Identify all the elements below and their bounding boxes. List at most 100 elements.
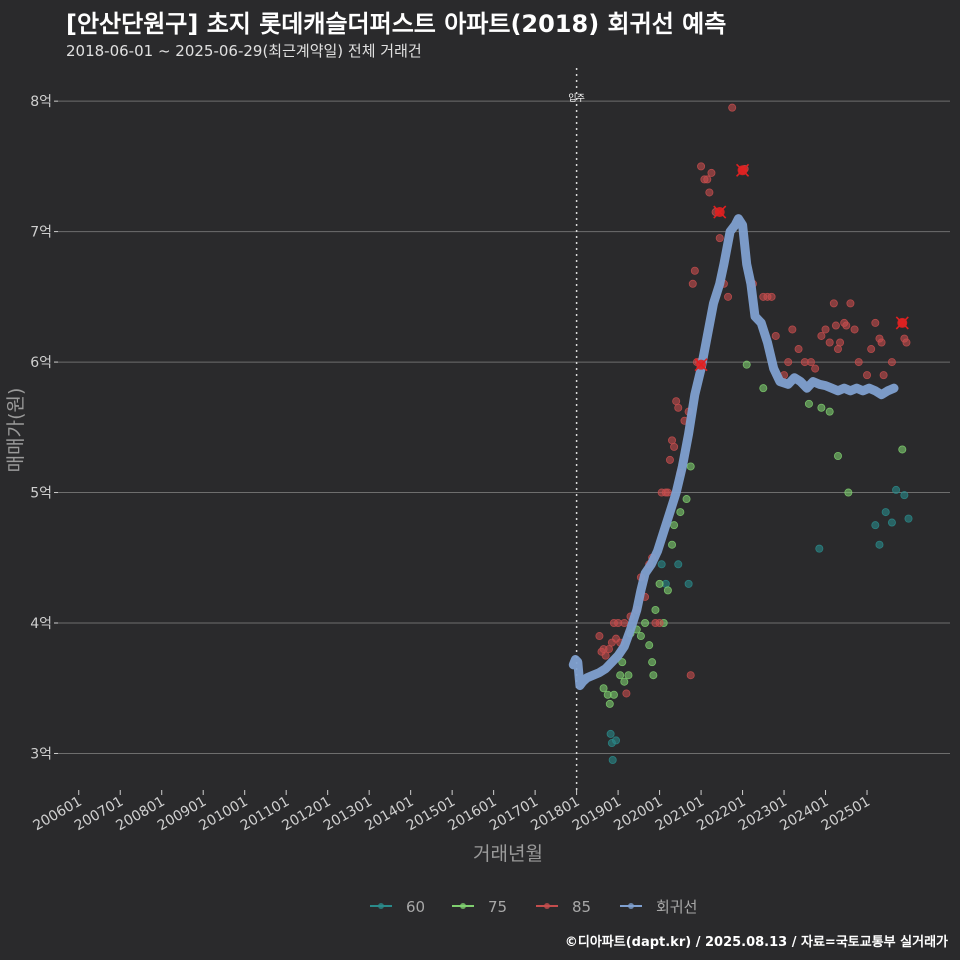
point-75-18 [663,586,672,595]
point-75-25 [759,384,768,393]
point-85-66 [836,338,845,347]
y-axis-title: 매매가(원) [5,388,27,473]
point-60-8 [815,544,824,553]
point-60-10 [875,540,884,549]
point-85-77 [879,371,888,380]
point-75-12 [645,641,654,650]
point-85-42 [715,234,724,243]
point-75-0 [599,684,608,693]
legend-dot-0 [378,903,384,909]
x-axis-title: 거래년월 [473,843,543,865]
point-85-11 [622,689,631,698]
move-in-marker: 입주 [568,68,585,792]
legend-dot-2 [544,903,550,909]
chart-title: [안산단원구] 초지 롯데캐슬더퍼스트 아파트(2018) 회귀선 예측 [66,10,727,38]
point-85-59 [811,364,820,373]
y-tick-label-0: 3억 [30,746,52,762]
grid-lines [58,100,950,754]
point-60-6 [674,560,683,569]
point-60-11 [881,508,890,517]
point-85-22 [663,488,672,497]
point-75-2 [605,699,614,708]
point-85-58 [807,358,816,367]
point-85-24 [668,436,677,445]
point-85-31 [686,671,695,680]
point-75-31 [898,445,907,454]
point-85-45 [728,103,737,112]
point-85-38 [703,175,712,184]
regression-line-path [568,214,899,691]
point-75-29 [833,452,842,461]
point-85-81 [902,338,911,347]
point-75-20 [670,521,679,530]
point-75-3 [609,690,618,699]
point-75-16 [655,579,664,588]
point-85-68 [842,321,851,330]
y-tick-label-4: 7억 [30,225,52,241]
point-60-3 [612,736,621,745]
point-85-65 [833,345,842,354]
point-75-6 [620,677,629,686]
legend-label-1: 75 [488,898,507,916]
point-85-19 [655,619,664,628]
point-85-55 [788,325,797,334]
y-tick-label-5: 8억 [30,94,52,110]
highlight-markers [694,163,909,372]
point-60-4 [657,560,666,569]
point-85-52 [771,331,780,340]
point-85-40 [707,168,716,177]
point-85-70 [850,325,859,334]
point-75-5 [618,658,627,667]
point-75-15 [651,605,660,614]
source-footer: ©디아파트(dapt.kr) / 2025.08.13 / 자료=국토교통부 실… [564,935,948,950]
point-85-51 [767,292,776,301]
point-85-63 [829,299,838,308]
point-75-21 [676,508,685,517]
point-75-14 [649,671,658,680]
legend: 60 75 85 회귀선 [370,898,697,916]
point-75-27 [817,403,826,412]
regression-line [568,214,899,691]
point-85-27 [674,403,683,412]
point-75-7 [624,671,633,680]
point-60-0 [606,729,615,738]
point-85-72 [863,371,872,380]
point-75-13 [648,658,657,667]
point-85-64 [831,321,840,330]
point-75-19 [668,540,677,549]
point-85-0 [595,632,604,641]
chart-subtitle: 2018-06-01 ~ 2025-06-29(최근계약일) 전체 거래건 [66,42,422,60]
point-85-26 [672,397,681,406]
highlight-cross-1 [713,205,727,219]
point-85-73 [867,345,876,354]
point-60-7 [684,579,693,588]
point-85-44 [724,292,733,301]
point-75-4 [616,671,625,680]
point-85-3 [601,651,610,660]
point-85-23 [665,455,674,464]
point-85-74 [871,318,880,327]
point-85-54 [784,358,793,367]
point-75-26 [804,399,813,408]
point-60-12 [887,518,896,527]
point-85-25 [670,442,679,451]
point-85-71 [854,358,863,367]
point-75-24 [742,360,751,369]
point-85-61 [821,325,830,334]
point-75-28 [825,407,834,416]
point-60-14 [900,491,909,500]
point-85-10 [620,619,629,628]
point-85-4 [604,645,613,654]
point-75-10 [636,632,645,641]
legend-label-2: 85 [572,898,591,916]
point-85-33 [690,266,699,275]
move-in-label: 입주 [568,92,585,104]
point-85-39 [705,188,714,197]
point-85-69 [846,299,855,308]
scatter-points [595,103,913,764]
legend-label-3: 회귀선 [656,898,697,916]
highlight-cross-0 [694,358,708,372]
y-tick-label-2: 5억 [30,486,52,502]
point-75-11 [641,619,650,628]
